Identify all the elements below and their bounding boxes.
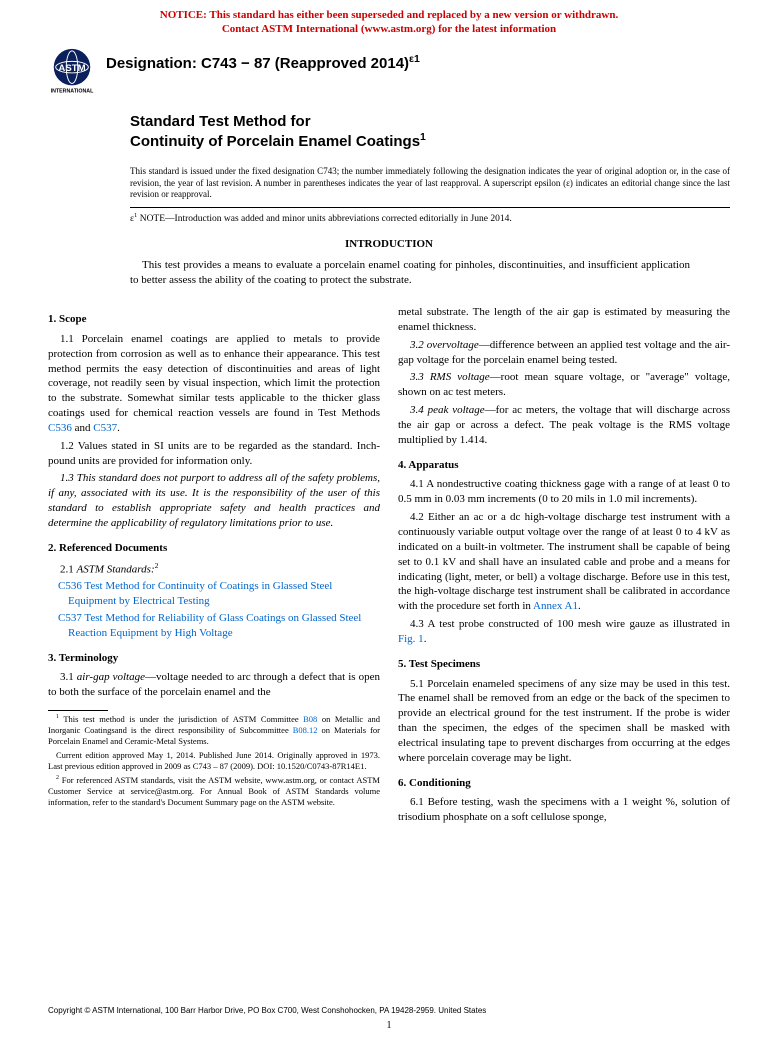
epsilon-wrap: ε1 NOTE—Introduction was added and minor… (0, 207, 778, 224)
p1-1: 1.1 Porcelain enamel coatings are applie… (48, 329, 380, 436)
p21a: 2.1 (60, 563, 77, 575)
svg-text:ASTM: ASTM (58, 63, 85, 74)
ref-c536-code[interactable]: C536 (58, 580, 82, 592)
title-main: Continuity of Porcelain Enamel Coatings (130, 133, 420, 150)
footnote-2: 2 For referenced ASTM standards, visit t… (48, 772, 380, 808)
title-block: Standard Test Method for Continuity of P… (0, 95, 778, 157)
p43b: . (424, 633, 427, 645)
link-b0812[interactable]: B08.12 (293, 725, 318, 735)
notice-banner: NOTICE: This standard has either been su… (0, 0, 778, 41)
p4-2: 4.2 Either an ac or a dc high-voltage di… (398, 507, 730, 614)
p11end: . (117, 422, 120, 434)
p3-3: 3.3 RMS voltage—root mean square voltage… (398, 367, 730, 400)
sec3-heading: 3. Terminology (48, 641, 380, 668)
header-row: ASTM INTERNATIONAL Designation: C743 − 8… (0, 41, 778, 95)
p21b: ASTM Standards: (77, 563, 155, 575)
footnote-1b: Current edition approved May 1, 2014. Pu… (48, 747, 380, 772)
issuance-note: This standard is issued under the fixed … (0, 156, 778, 201)
p43a: 4.3 A test probe constructed of 100 mesh… (410, 618, 730, 630)
right-column: metal substrate. The length of the air g… (398, 302, 730, 825)
fn1b: This test method is under the jurisdicti… (59, 714, 303, 724)
designation-sup: ε1 (409, 53, 420, 65)
title-line2: Continuity of Porcelain Enamel Coatings1 (130, 131, 730, 152)
p3-4: 3.4 peak voltage—for ac meters, the volt… (398, 400, 730, 448)
p1-3: 1.3 This standard does not purport to ad… (48, 468, 380, 530)
p6-1: 6.1 Before testing, wash the specimens w… (398, 792, 730, 825)
link-c537[interactable]: C537 (93, 422, 117, 434)
p31-cont: metal substrate. The length of the air g… (398, 302, 730, 335)
title-line1: Standard Test Method for (130, 113, 730, 132)
p32t: 3.2 overvoltage (410, 339, 479, 351)
ref-c537: C537 Test Method for Reliability of Glas… (48, 609, 380, 641)
ref-c537-text[interactable]: Test Method for Reliability of Glass Coa… (68, 612, 361, 639)
link-b08[interactable]: B08 (303, 714, 317, 724)
body-columns: 1. Scope 1.1 Porcelain enamel coatings a… (0, 288, 778, 825)
p11a: 1.1 Porcelain enamel coatings are applie… (48, 333, 380, 419)
notice-line1: NOTICE: This standard has either been su… (160, 9, 619, 21)
footnote-1: 1 This test method is under the jurisdic… (48, 711, 380, 747)
ref-c536-text[interactable]: Test Method for Continuity of Coatings i… (68, 580, 332, 607)
p11mid: and (72, 422, 93, 434)
sec2-heading: 2. Referenced Documents (48, 531, 380, 558)
intro-heading: INTRODUCTION (0, 224, 778, 250)
link-fig1[interactable]: Fig. 1 (398, 633, 424, 645)
p1-2: 1.2 Values stated in SI units are to be … (48, 436, 380, 469)
title-sup: 1 (420, 131, 426, 143)
p3-2: 3.2 overvoltage—difference between an ap… (398, 335, 730, 368)
notice-line2: Contact ASTM International (www.astm.org… (222, 23, 556, 35)
fn2b: For referenced ASTM standards, visit the… (48, 775, 380, 807)
copyright: Copyright © ASTM International, 100 Barr… (48, 1006, 486, 1015)
link-c536[interactable]: C536 (48, 422, 72, 434)
astm-logo: ASTM INTERNATIONAL (48, 47, 96, 95)
sec5-heading: 5. Test Specimens (398, 647, 730, 674)
ref-c537-code[interactable]: C537 (58, 612, 82, 624)
p42b: . (578, 600, 581, 612)
p33t: 3.3 RMS voltage (410, 371, 490, 383)
p2-1: 2.1 ASTM Standards:2 (48, 558, 380, 578)
p4-1: 4.1 A nondestructive coating thickness g… (398, 474, 730, 507)
p5-1: 5.1 Porcelain enameled specimens of any … (398, 674, 730, 766)
p34t: 3.4 peak voltage (410, 404, 485, 416)
p4-3: 4.3 A test probe constructed of 100 mesh… (398, 614, 730, 647)
sec1-heading: 1. Scope (48, 302, 380, 329)
designation-text: Designation: C743 − 87 (Reapproved 2014) (106, 55, 409, 72)
p42a: 4.2 Either an ac or a dc high-voltage di… (398, 511, 730, 612)
page-number: 1 (0, 1020, 778, 1031)
intro-text: This test provides a means to evaluate a… (0, 250, 778, 288)
epsilon-note: ε1 NOTE—Introduction was added and minor… (130, 207, 730, 224)
p21sup: 2 (155, 561, 159, 570)
designation: Designation: C743 − 87 (Reapproved 2014)… (106, 47, 420, 72)
sec4-heading: 4. Apparatus (398, 448, 730, 475)
ref-c536: C536 Test Method for Continuity of Coati… (48, 577, 380, 609)
link-annex-a1[interactable]: Annex A1 (533, 600, 578, 612)
p3-1: 3.1 air-gap voltage—voltage needed to ar… (48, 667, 380, 700)
left-column: 1. Scope 1.1 Porcelain enamel coatings a… (48, 302, 380, 825)
eps-text: NOTE—Introduction was added and minor un… (137, 214, 511, 224)
svg-text:INTERNATIONAL: INTERNATIONAL (51, 88, 94, 94)
sec6-heading: 6. Conditioning (398, 766, 730, 793)
p31-full: 3.1 air-gap voltage—voltage needed to ar… (48, 671, 380, 698)
